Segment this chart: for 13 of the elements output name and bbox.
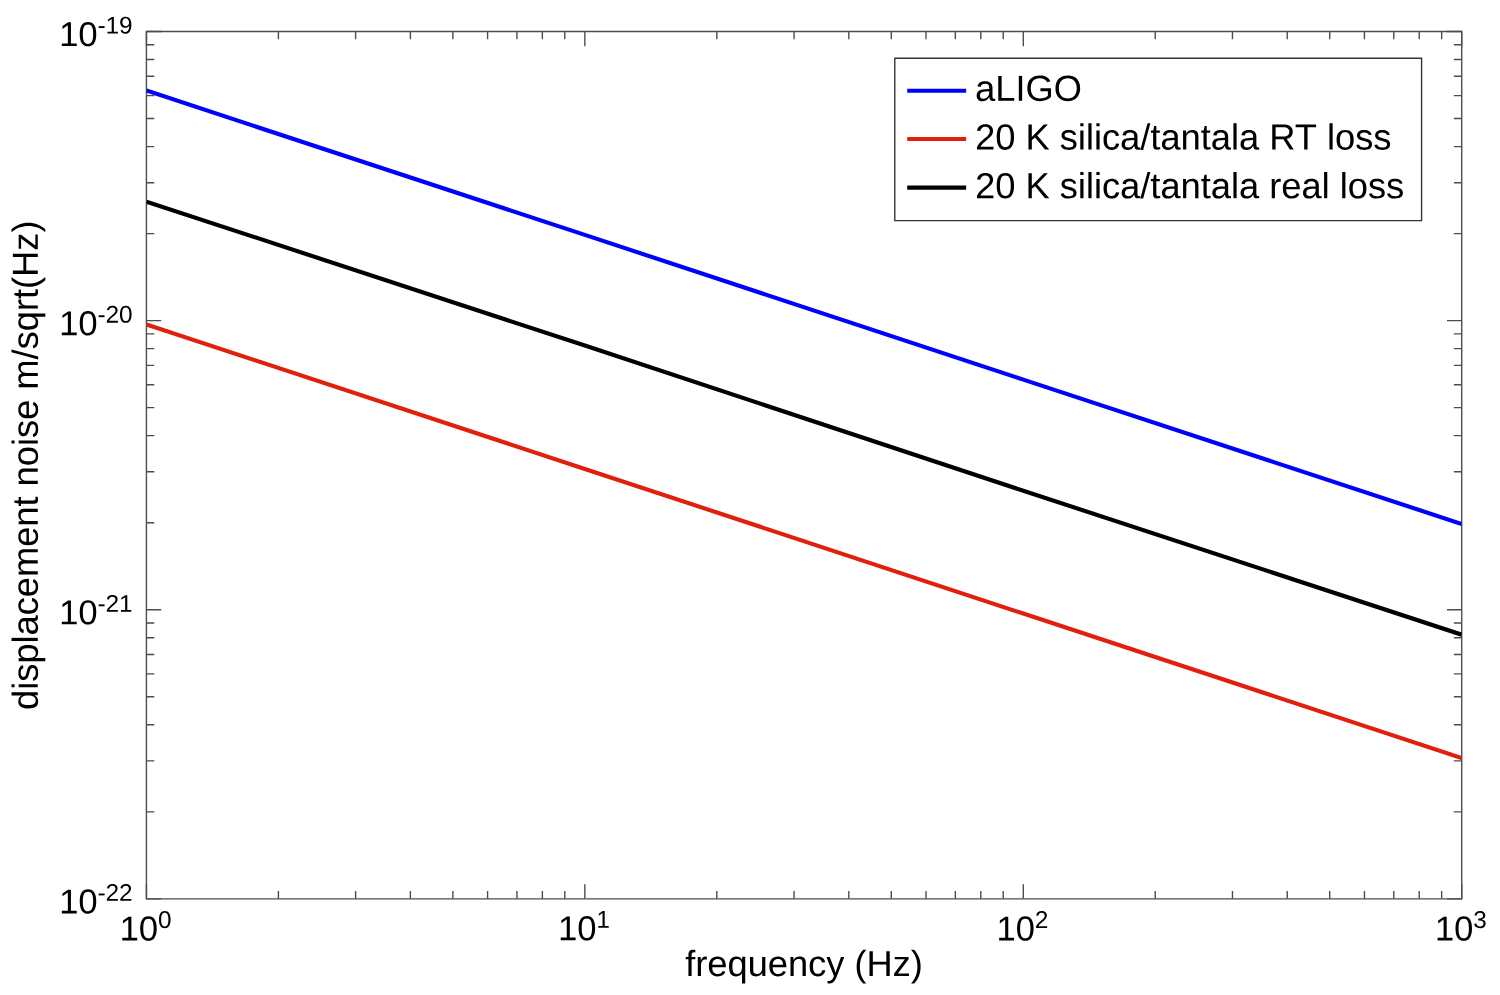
legend-label: 20 K silica/tantala RT loss: [976, 123, 1391, 150]
y-tick-label: 10$^{-19}$: [61, 16, 132, 47]
x-tick-label: 10$^{2}$: [999, 911, 1048, 941]
legend-label: 20 K silica/tantala real loss: [976, 171, 1403, 199]
x-tick-label: 10$^{0}$: [122, 911, 171, 941]
legend-label: aLIGO: [976, 75, 1081, 102]
y-tick-label: 10$^{-21}$: [61, 594, 132, 625]
x-tick-label: 10$^{3}$: [1437, 911, 1486, 941]
y-tick-label: 10$^{-20}$: [61, 305, 132, 336]
x-tick-label: 10$^{1}$: [560, 911, 609, 941]
y-axis-title: displacement noise m/sqrt(Hz): [11, 222, 46, 709]
y-tick-label: 10$^{-22}$: [61, 884, 132, 914]
x-axis-title: frequency (Hz): [685, 949, 921, 984]
